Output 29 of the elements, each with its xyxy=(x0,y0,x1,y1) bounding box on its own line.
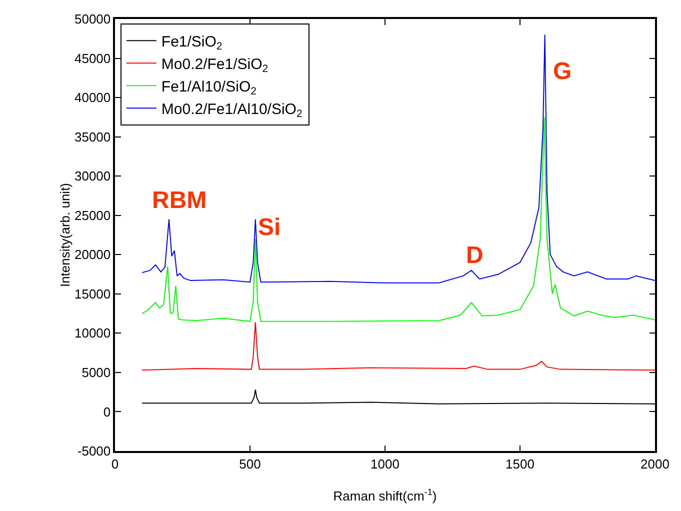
y-tick-label: 20000 xyxy=(74,247,111,262)
x-tick-label: 2000 xyxy=(640,456,670,472)
annotation: G xyxy=(553,58,572,85)
annotation: Si xyxy=(258,214,281,241)
legend-label: Mo0.2/Fe1/SiO$_{2}$ xyxy=(161,56,268,76)
legend-label: Mo0.2/Fe1/Al10/SiO$_{2}$ xyxy=(161,100,302,120)
annotation: D xyxy=(466,242,484,269)
y-tick-label: 30000 xyxy=(74,168,111,184)
x-axis-title: Raman shift(cm$^{-1}$) xyxy=(333,487,437,504)
y-tick-label: 0 xyxy=(103,404,111,420)
y-tick-label: 5000 xyxy=(82,365,111,380)
x-tick-label: 1000 xyxy=(370,456,400,472)
line-series xyxy=(142,34,655,284)
y-tick-label: 40000 xyxy=(74,90,111,106)
y-axis-title: Intensity(arb. unit) xyxy=(57,182,72,288)
y-tick-label: 45000 xyxy=(74,50,111,66)
x-tick-label: 500 xyxy=(239,456,261,472)
y-tick-label: 35000 xyxy=(74,129,111,144)
y-tick-label: 25000 xyxy=(74,208,111,223)
line-series xyxy=(142,116,655,322)
annotation: RBM xyxy=(152,187,207,214)
x-tick-label: 1500 xyxy=(506,456,534,472)
y-tick-label: -5000 xyxy=(77,444,111,459)
legend-label: Fe1/Al10/SiO$_{2}$ xyxy=(161,78,257,98)
y-tick-label: 10000 xyxy=(74,326,111,341)
legend-label: Fe1/SiO$_{2}$ xyxy=(161,33,222,53)
line-series xyxy=(142,322,655,371)
y-tick-label: 50000 xyxy=(74,12,111,27)
y-tick-label: 15000 xyxy=(74,286,111,302)
